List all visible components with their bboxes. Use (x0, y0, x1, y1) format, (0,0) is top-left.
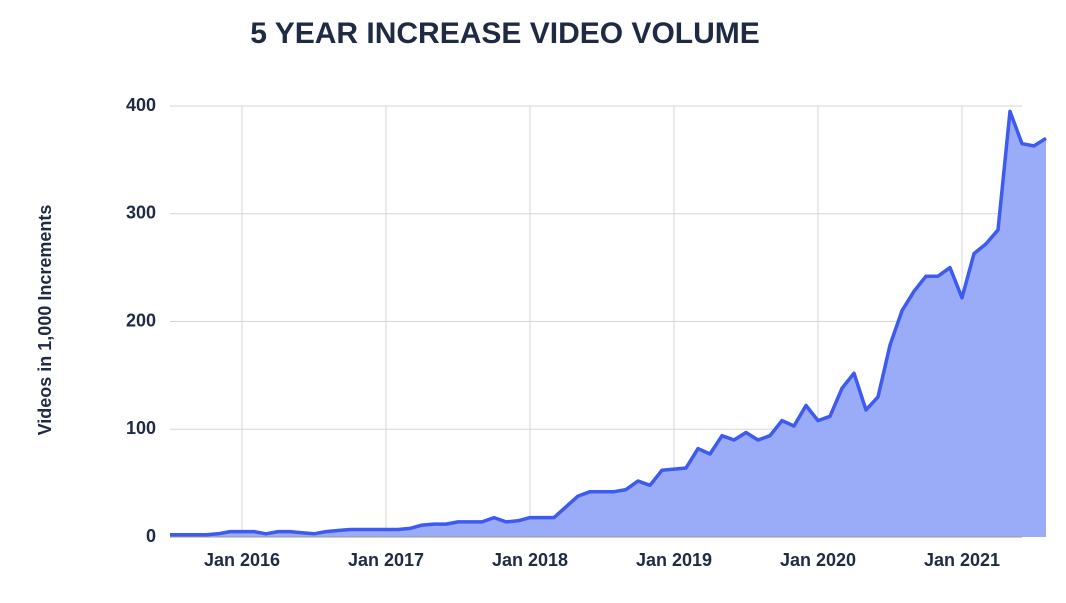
y-axis-label: Videos in 1,000 Increments (35, 205, 55, 436)
x-tick-label: Jan 2017 (348, 550, 424, 570)
x-tick-label: Jan 2016 (204, 550, 280, 570)
x-tick-label: Jan 2021 (924, 550, 1000, 570)
y-tick-label: 0 (146, 526, 156, 546)
line (170, 109, 1047, 537)
x-tick-label: Jan 2020 (780, 550, 856, 570)
y-tick-label: 100 (126, 418, 156, 438)
y-tick-label: 300 (126, 203, 156, 223)
x-tick-label: Jan 2019 (636, 550, 712, 570)
y-tick-label: 200 (126, 310, 156, 330)
x-tick-label: Jan 2018 (492, 550, 568, 570)
y-tick-label: 400 (126, 95, 156, 115)
area (170, 111, 1046, 538)
chart-title: 5 YEAR INCREASE VIDEO VOLUME (250, 17, 760, 50)
